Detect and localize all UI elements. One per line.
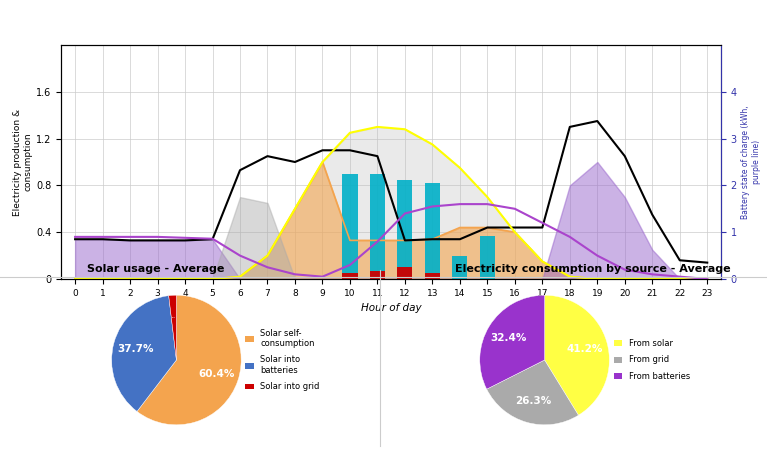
Wedge shape: [112, 296, 176, 411]
Text: 1.9%: 1.9%: [172, 317, 176, 319]
Bar: [425, 273, 440, 279]
Text: 60.4%: 60.4%: [198, 369, 235, 378]
Bar: [397, 180, 413, 279]
Y-axis label: Battery state of charge (kWh,
purple line): Battery state of charge (kWh, purple lin…: [741, 105, 761, 219]
Wedge shape: [169, 295, 176, 360]
Bar: [370, 271, 385, 279]
Bar: [425, 183, 440, 279]
Wedge shape: [480, 295, 545, 389]
Bar: [342, 174, 357, 279]
Bar: [370, 174, 385, 279]
Text: 37.7%: 37.7%: [117, 344, 154, 354]
X-axis label: Hour of day: Hour of day: [360, 303, 422, 313]
Legend: From solar, From grid, From batteries: From solar, From grid, From batteries: [611, 336, 693, 384]
Bar: [453, 256, 467, 279]
Wedge shape: [487, 360, 578, 425]
Y-axis label: Electricity production &
consumption: Electricity production & consumption: [13, 108, 32, 216]
Bar: [480, 236, 495, 279]
Wedge shape: [137, 295, 241, 425]
Text: Solar usage - Average: Solar usage - Average: [87, 264, 225, 274]
Bar: [397, 267, 413, 279]
Bar: [342, 273, 357, 279]
Wedge shape: [545, 295, 609, 415]
Text: Electricity consumption by source - Average: Electricity consumption by source - Aver…: [456, 264, 731, 274]
Text: 26.3%: 26.3%: [515, 396, 551, 405]
Text: 41.2%: 41.2%: [567, 343, 604, 354]
Legend: Solar self-
consumption, Solar into
batteries, Solar into grid: Solar self- consumption, Solar into batt…: [242, 325, 323, 395]
Text: 32.4%: 32.4%: [491, 333, 527, 343]
